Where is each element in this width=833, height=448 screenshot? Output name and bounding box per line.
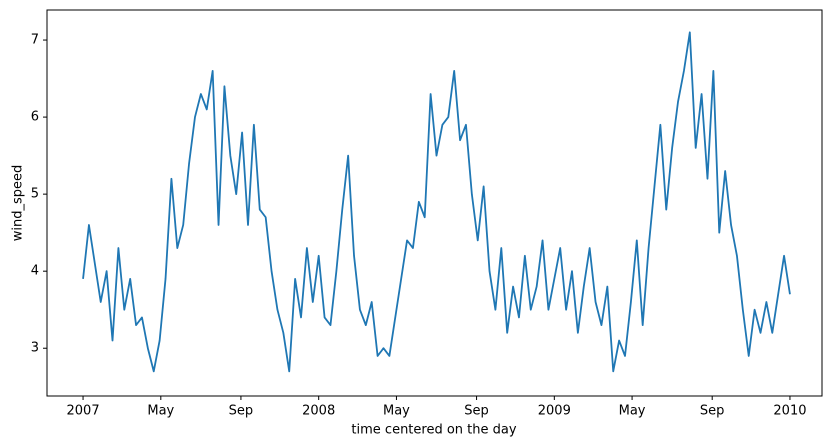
x-tick-label: 2007 bbox=[67, 404, 100, 419]
x-axis-label: time centered on the day bbox=[351, 423, 516, 438]
y-tick-label: 7 bbox=[31, 33, 39, 48]
y-tick-label: 5 bbox=[31, 187, 39, 202]
data-line bbox=[82, 31, 791, 373]
y-tick-label: 3 bbox=[31, 341, 39, 356]
x-tick-label: 2009 bbox=[538, 404, 571, 419]
y-axis-label: wind_speed bbox=[11, 165, 26, 242]
x-tick-label: May bbox=[619, 404, 646, 419]
x-tick-label: May bbox=[147, 404, 174, 419]
x-tick-label: 2008 bbox=[302, 404, 335, 419]
x-tick-label: Sep bbox=[700, 404, 725, 419]
y-tick-label: 4 bbox=[31, 264, 39, 279]
plot-frame bbox=[46, 9, 823, 397]
x-tick-label: Sep bbox=[464, 404, 489, 419]
x-tick-label: Sep bbox=[229, 404, 254, 419]
x-tick-label: 2010 bbox=[773, 404, 806, 419]
x-tick-label: May bbox=[383, 404, 410, 419]
y-tick-label: 6 bbox=[31, 110, 39, 125]
